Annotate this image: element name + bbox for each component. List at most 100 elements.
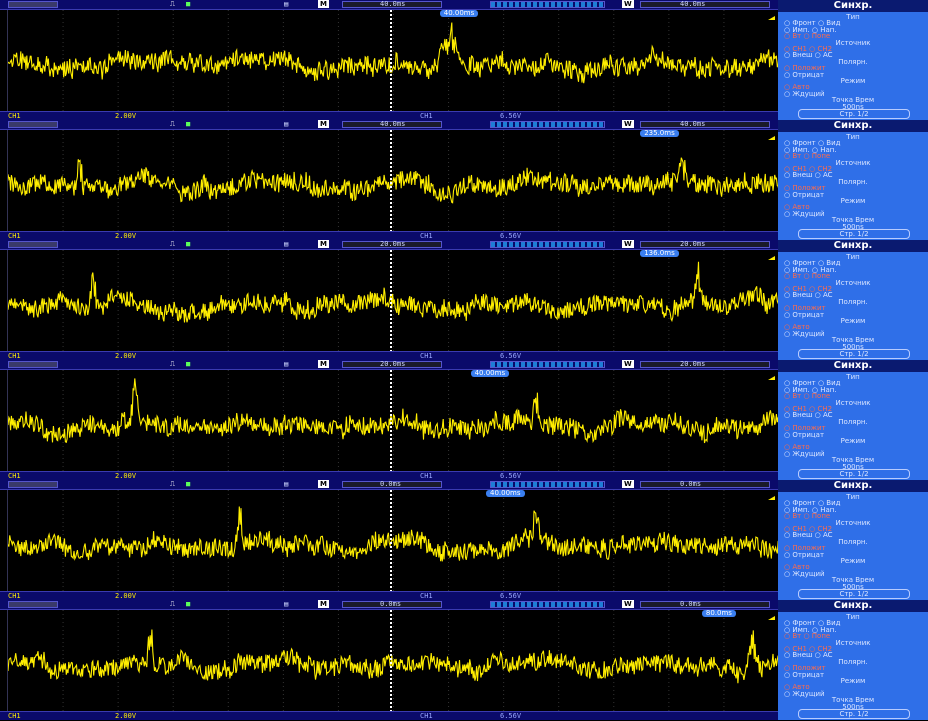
- channel-icon[interactable]: ■: [186, 240, 191, 248]
- menu-item[interactable]: Тип: [846, 493, 860, 501]
- menu-item[interactable]: Источник: [835, 38, 871, 47]
- menu-item[interactable]: ○ Ждущий: [784, 209, 825, 218]
- menu-item[interactable]: Режим: [840, 197, 866, 205]
- trigger-position-cursor[interactable]: [389, 10, 392, 111]
- menu-item[interactable]: ○ CH1 ○ CH2: [784, 285, 833, 293]
- menu-item[interactable]: ○ Фронт ○ Вид: [784, 19, 841, 28]
- menu-item[interactable]: ○ Отрицат: [784, 190, 825, 199]
- menu-item[interactable]: Полярн.: [838, 537, 868, 546]
- menu-item[interactable]: ○ Имп. ○ Нап.: [784, 505, 837, 514]
- menu-item[interactable]: Тип: [846, 373, 860, 381]
- trigger-position-cursor[interactable]: [389, 490, 392, 591]
- menu-item[interactable]: ○ Внеш ○ AC: [784, 531, 833, 540]
- menu-page-indicator[interactable]: Стр. 1/2: [798, 109, 910, 119]
- menu-item[interactable]: 500ns: [842, 222, 864, 231]
- menu-item[interactable]: ○ Авто: [784, 323, 810, 332]
- menu-item[interactable]: ○ Положит: [784, 544, 826, 553]
- menu-item[interactable]: 500ns: [842, 702, 864, 711]
- menu-item[interactable]: ○ Ждущий: [784, 329, 825, 338]
- channel-icon[interactable]: ■: [186, 360, 191, 368]
- menu-item[interactable]: ○ Внеш ○ AC: [784, 411, 833, 420]
- window-box[interactable]: [640, 481, 770, 488]
- menu-item[interactable]: ○ Имп. ○ Нап.: [784, 385, 837, 394]
- timebase-box[interactable]: [342, 1, 442, 8]
- menu-item[interactable]: ○ Внеш ○ AC: [784, 651, 833, 660]
- menu-item[interactable]: Источник: [835, 398, 871, 407]
- menu-item[interactable]: ○ Внеш ○ AC: [784, 291, 833, 300]
- menu-item[interactable]: Полярн.: [838, 57, 868, 66]
- menu-item[interactable]: ○ Имп. ○ Нап.: [784, 145, 837, 154]
- menu-item[interactable]: ○ Авто: [784, 83, 810, 92]
- trigger-position-cursor[interactable]: [389, 610, 392, 711]
- menu-item[interactable]: Точка Врем: [831, 96, 875, 105]
- memory-icon[interactable]: ▤: [284, 600, 289, 608]
- menu-item[interactable]: ○ Положит: [784, 304, 826, 313]
- menu-item[interactable]: ○ Имп. ○ Нап.: [784, 265, 837, 274]
- menu-item[interactable]: ○ Вт ○ Попе: [784, 512, 831, 521]
- trigger-source[interactable]: CH1: [420, 472, 433, 480]
- window-box[interactable]: [640, 121, 770, 128]
- trigger-position-cursor[interactable]: [389, 130, 392, 231]
- vertical-scale[interactable]: 2.00V: [115, 712, 137, 720]
- menu-item[interactable]: ○ CH1 ○ CH2: [784, 525, 833, 533]
- memory-icon[interactable]: ▤: [284, 120, 289, 128]
- menu-item[interactable]: ○ CH1 ○ CH2: [784, 405, 833, 413]
- trigger-position-cursor[interactable]: [389, 370, 392, 471]
- memory-icon[interactable]: ▤: [284, 480, 289, 488]
- trigger-level[interactable]: 6.56V: [500, 472, 522, 480]
- menu-item[interactable]: Тип: [846, 613, 860, 621]
- run-icon[interactable]: ⎍: [170, 360, 175, 368]
- menu-item[interactable]: Полярн.: [838, 657, 868, 666]
- window-box[interactable]: [640, 241, 770, 248]
- menu-item[interactable]: ○ Авто: [784, 203, 810, 212]
- timebase-box[interactable]: [342, 601, 442, 608]
- trigger-level[interactable]: 6.56V: [500, 592, 522, 600]
- menu-item[interactable]: ○ Внеш ○ AC: [784, 51, 833, 60]
- channel-icon[interactable]: ■: [186, 600, 191, 608]
- menu-item[interactable]: ○ Положит: [784, 64, 826, 73]
- menu-item[interactable]: ○ Фронт ○ Вид: [784, 379, 841, 388]
- memory-icon[interactable]: ▤: [284, 0, 289, 8]
- menu-item[interactable]: ○ Отрицат: [784, 310, 825, 319]
- menu-item[interactable]: ○ Отрицат: [784, 430, 825, 439]
- trigger-level[interactable]: 6.56V: [500, 232, 522, 240]
- window-box[interactable]: [640, 361, 770, 368]
- menu-item[interactable]: ○ Имп. ○ Нап.: [784, 625, 837, 634]
- menu-item[interactable]: ○ Отрицат: [784, 550, 825, 559]
- menu-item[interactable]: Режим: [840, 77, 866, 85]
- run-icon[interactable]: ⎍: [170, 0, 175, 8]
- menu-item[interactable]: ○ Фронт ○ Вид: [784, 619, 841, 628]
- trigger-source[interactable]: CH1: [420, 352, 433, 360]
- menu-item[interactable]: ○ CH1 ○ CH2: [784, 645, 833, 653]
- channel-label[interactable]: CH1: [8, 232, 21, 240]
- trigger-level-marker[interactable]: [768, 496, 775, 500]
- channel-label[interactable]: CH1: [8, 712, 21, 720]
- channel-label[interactable]: CH1: [8, 472, 21, 480]
- window-box[interactable]: [640, 1, 770, 8]
- menu-item[interactable]: 500ns: [842, 462, 864, 471]
- menu-item[interactable]: ○ Вт ○ Попе: [784, 272, 831, 281]
- menu-page-indicator[interactable]: Стр. 1/2: [798, 349, 910, 359]
- menu-item[interactable]: ○ Имп. ○ Нап.: [784, 25, 837, 34]
- menu-item[interactable]: ○ Положит: [784, 664, 826, 673]
- trigger-source[interactable]: CH1: [420, 112, 433, 120]
- run-icon[interactable]: ⎍: [170, 600, 175, 608]
- run-icon[interactable]: ⎍: [170, 240, 175, 248]
- menu-item[interactable]: Точка Врем: [831, 456, 875, 465]
- menu-item[interactable]: Источник: [835, 638, 871, 647]
- trigger-source[interactable]: CH1: [420, 592, 433, 600]
- vertical-scale[interactable]: 2.00V: [115, 112, 137, 120]
- vertical-scale[interactable]: 2.00V: [115, 592, 137, 600]
- menu-item[interactable]: ○ Вт ○ Попе: [784, 152, 831, 161]
- vertical-scale[interactable]: 2.00V: [115, 232, 137, 240]
- menu-item[interactable]: ○ Авто: [784, 683, 810, 692]
- waveform-display[interactable]: 80.0ms: [7, 610, 779, 711]
- memory-icon[interactable]: ▤: [284, 240, 289, 248]
- trigger-level-marker[interactable]: [768, 616, 775, 620]
- run-icon[interactable]: ⎍: [170, 480, 175, 488]
- menu-item[interactable]: 500ns: [842, 582, 864, 591]
- menu-item[interactable]: Источник: [835, 278, 871, 287]
- trigger-level[interactable]: 6.56V: [500, 712, 522, 720]
- menu-item[interactable]: ○ Вт ○ Попе: [784, 32, 831, 41]
- menu-item[interactable]: ○ CH1 ○ CH2: [784, 45, 833, 53]
